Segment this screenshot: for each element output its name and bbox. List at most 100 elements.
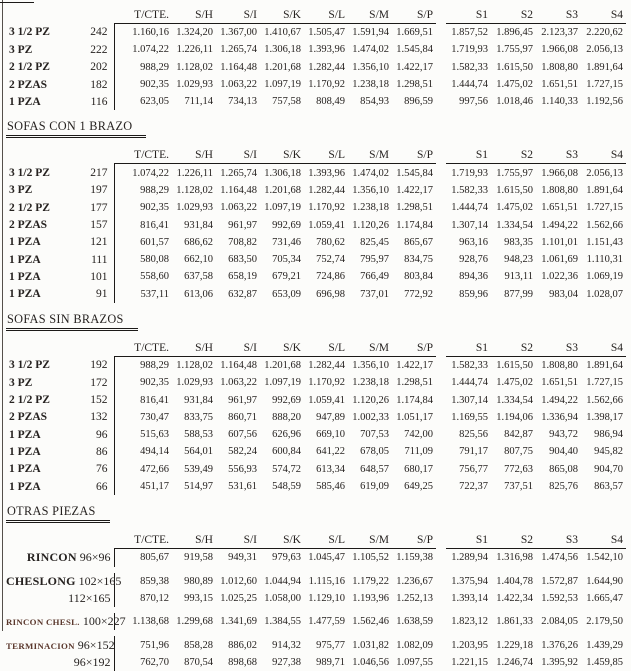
price-cell: 983,04 — [549, 288, 578, 300]
price-cell: 632,87 — [228, 288, 257, 300]
price-cell: 752,74 — [316, 254, 345, 266]
price-cell: 1.029,93 — [176, 79, 213, 91]
price-cell: 859,38 — [113, 572, 172, 590]
price-cell: 1.028,07 — [586, 288, 623, 300]
price-cell: 1.475,02 — [496, 79, 533, 91]
price-cell: 997,56 — [459, 96, 488, 108]
piece-name: CHESLONG — [6, 573, 76, 588]
row-label: 2 PZAS — [9, 411, 48, 424]
section-title: OTRAS PIEZAS — [6, 502, 631, 524]
col-header-s3: S3 — [536, 334, 581, 357]
price-cell: 902,35 — [113, 75, 172, 94]
price-cell: 913,11 — [504, 271, 534, 283]
piece-size: 102×165 — [78, 573, 122, 588]
price-cell: 1.170,92 — [308, 79, 345, 91]
price-cell: 1.422,34 — [496, 592, 533, 604]
row-gap-cell — [436, 478, 446, 495]
col-header-s2: S2 — [491, 334, 536, 357]
price-cell: 1.265,74 — [220, 167, 257, 179]
price-cell: 613,06 — [184, 288, 213, 300]
price-cell: 1.651,51 — [541, 79, 578, 91]
price-cell: 1.444,74 — [451, 79, 488, 91]
row-gap-cell — [436, 461, 446, 478]
col-header-s1: S1 — [446, 142, 491, 165]
price-cell: 1.477,59 — [308, 616, 345, 628]
row-label: 2 PZAS — [9, 78, 48, 91]
price-cell: 1.572,87 — [541, 575, 578, 587]
table-row: 3 PZ 197 988,29 1.128,02 1.164,48 1.201,68 1.2… — [6, 181, 626, 200]
price-cell: 1.299,68 — [176, 616, 213, 628]
price-cell: 963,16 — [459, 236, 488, 248]
price-cell: 1.110,31 — [586, 254, 623, 266]
col-header-sm: S/M — [348, 142, 392, 165]
price-cell: 1.861,33 — [496, 616, 533, 628]
price-cell: 494,14 — [113, 443, 172, 461]
section-0: T/CTE. S/H S/I S/K S/L S/M S/P S1 S2 S3 S4 3 1/2 PZ… — [0, 2, 631, 111]
price-cell: 2.220,62 — [586, 27, 623, 39]
piece-size: 96×96 — [79, 550, 111, 565]
row-label: 2 1/2 PZ — [9, 394, 50, 407]
price-cell: 2.056,13 — [586, 167, 623, 179]
row-label: 1 PZA — [9, 236, 41, 249]
table-row: 2 PZAS 157 816,41 931,84 961,97 992,69 1.059,4… — [6, 216, 626, 234]
price-cell: 2.179,50 — [586, 616, 623, 628]
row-gap-cell — [436, 426, 446, 443]
price-cell: 1.201,68 — [264, 184, 301, 196]
price-cell: 877,99 — [504, 288, 533, 300]
price-cell: 1.022,36 — [541, 271, 578, 283]
page-left-border — [2, 0, 3, 631]
price-cell: 1.193,96 — [352, 592, 389, 604]
price-cell: 708,82 — [228, 236, 257, 248]
price-cell: 1.298,51 — [396, 202, 433, 214]
price-cell: 619,09 — [360, 481, 389, 493]
price-cell: 894,36 — [459, 271, 488, 283]
price-cell: 1.494,22 — [541, 394, 578, 406]
price-cell: 1.226,11 — [176, 167, 213, 179]
price-cell: 825,56 — [459, 429, 488, 441]
price-cell: 1.046,56 — [352, 656, 389, 668]
price-cell: 1.582,33 — [451, 184, 488, 196]
price-cell: 807,75 — [504, 446, 533, 458]
price-cell: 1.341,69 — [220, 616, 257, 628]
price-cell: 988,29 — [113, 58, 172, 76]
price-cell: 1.316,98 — [496, 552, 533, 564]
col-header-sh: S/H — [172, 142, 216, 165]
price-cell: 988,29 — [113, 356, 172, 375]
row-gap-cell — [436, 216, 446, 233]
row-count: 182 — [90, 78, 108, 91]
price-cell: 1.591,94 — [352, 27, 389, 39]
price-cell: 607,56 — [228, 429, 257, 441]
row-gap-cell — [436, 251, 446, 268]
price-cell: 1.823,12 — [451, 616, 488, 628]
price-cell: 539,49 — [184, 463, 213, 475]
price-cell: 1.063,22 — [220, 202, 257, 214]
price-cell: 1.174,84 — [396, 394, 433, 406]
row-label: 3 PZ — [9, 43, 33, 56]
price-cell: 1.069,19 — [586, 271, 623, 283]
price-cell: 1.082,09 — [396, 639, 433, 651]
price-cell: 980,89 — [184, 575, 213, 587]
price-cell: 683,50 — [228, 254, 257, 266]
price-cell: 711,14 — [184, 96, 214, 108]
price-cell: 1.356,10 — [352, 360, 389, 371]
price-cell: 1.422,17 — [396, 360, 433, 371]
header-gap — [436, 142, 446, 164]
header-gap — [436, 527, 446, 549]
section-title-text: SOFAS SIN BRAZOS — [6, 312, 138, 331]
price-cell: 1.059,41 — [308, 219, 345, 231]
price-cell: 1.475,02 — [496, 202, 533, 214]
col-header-sh: S/H — [172, 334, 216, 357]
col-header-sp: S/P — [392, 142, 436, 165]
price-cell: 1.505,47 — [308, 27, 345, 39]
row-gap-cell — [436, 443, 446, 460]
price-cell: 1.164,48 — [220, 360, 257, 371]
row-count: 152 — [90, 394, 108, 407]
price-cell: 898,68 — [228, 656, 257, 668]
price-cell: 949,31 — [228, 552, 257, 564]
price-cell: 548,59 — [272, 481, 301, 493]
price-cell: 600,84 — [272, 446, 301, 458]
price-cell: 975,77 — [316, 639, 345, 651]
row-label: 1 PZA — [9, 270, 41, 283]
piece-size: 112×165 — [68, 590, 111, 605]
